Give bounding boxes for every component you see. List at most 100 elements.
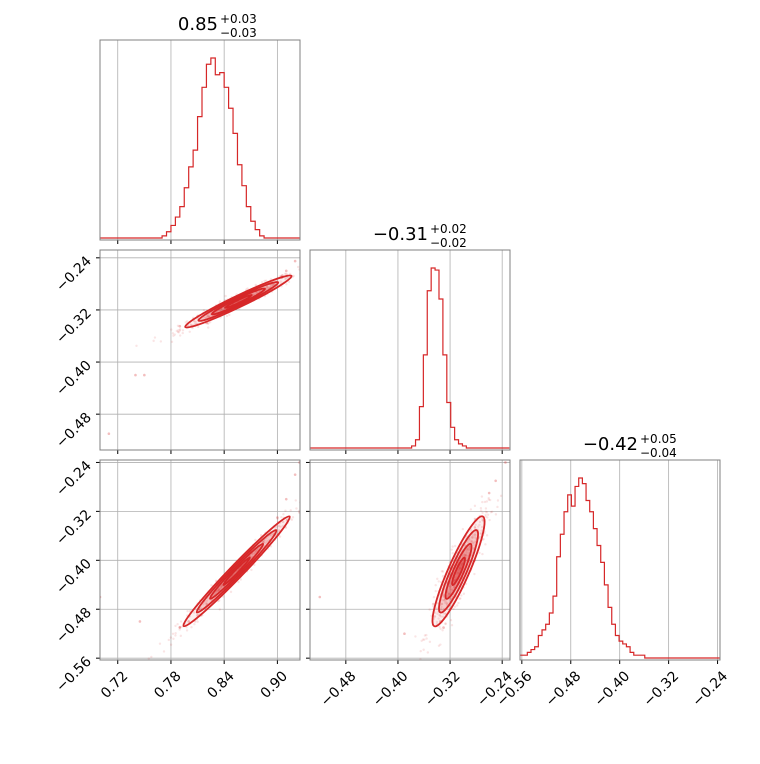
sample-point xyxy=(216,590,219,593)
sample-point xyxy=(285,519,288,522)
sample-point xyxy=(266,287,269,290)
sample-point xyxy=(218,599,221,602)
sample-point xyxy=(447,593,450,596)
sample-point xyxy=(172,334,175,337)
sample-point xyxy=(261,540,265,544)
sample-point xyxy=(462,553,466,556)
sample-point xyxy=(460,561,463,565)
sample-point xyxy=(207,314,211,318)
sample-point xyxy=(253,563,256,567)
sample-point xyxy=(229,590,233,594)
sample-point xyxy=(441,629,444,632)
sample-point xyxy=(304,498,306,500)
sample-point xyxy=(184,321,187,324)
sample-point xyxy=(207,321,210,325)
sample-point xyxy=(441,595,445,598)
sample-point xyxy=(259,533,263,537)
sample-point xyxy=(193,320,196,323)
tail-point-7 xyxy=(293,259,297,263)
sample-point xyxy=(266,540,269,543)
sample-point xyxy=(301,499,303,501)
title-value-1: −0.31 xyxy=(373,224,428,245)
sample-point xyxy=(206,322,210,326)
sample-point xyxy=(468,544,472,547)
sample-point xyxy=(275,525,279,528)
sample-point xyxy=(305,498,307,500)
sample-point xyxy=(228,313,231,317)
sample-point xyxy=(254,550,258,553)
sample-point xyxy=(435,620,439,624)
sample-point xyxy=(485,534,489,537)
sample-point xyxy=(463,554,467,557)
sample-point xyxy=(443,599,446,602)
sample-point xyxy=(174,632,177,635)
sc-1-xtick-label-2: 0.84 xyxy=(204,668,237,701)
sample-point xyxy=(449,585,452,588)
sample-point xyxy=(179,620,183,623)
sample-point xyxy=(428,608,431,611)
sample-point xyxy=(482,538,485,541)
sample-point xyxy=(159,340,163,343)
sample-point xyxy=(473,525,477,529)
sample-point xyxy=(473,533,477,536)
sc-0-ytick-label-0: −0.48 xyxy=(53,410,95,452)
sample-point xyxy=(478,535,482,539)
sample-point xyxy=(208,315,212,318)
sample-point xyxy=(436,577,439,581)
title-value-0: 0.85 xyxy=(178,14,218,35)
sample-point xyxy=(481,552,484,556)
histogram-frame-2 xyxy=(519,459,721,661)
sample-point xyxy=(135,344,138,348)
sample-point xyxy=(276,517,279,521)
sample-point xyxy=(466,541,469,544)
scatter-panel-2: −0.48 −0.40 −0.32 −0.24 xyxy=(306,459,516,710)
sample-point xyxy=(263,279,266,283)
sample-point xyxy=(172,637,175,640)
sample-point xyxy=(302,507,304,509)
sample-point xyxy=(199,606,202,610)
sample-point xyxy=(479,509,483,512)
sample-point xyxy=(496,499,500,502)
sample-point xyxy=(178,626,181,629)
sample-point xyxy=(481,511,484,515)
sample-point xyxy=(270,534,273,537)
sample-point xyxy=(479,532,482,535)
sample-point xyxy=(456,571,460,575)
sample-point xyxy=(206,315,209,319)
sample-point xyxy=(440,570,444,573)
sample-point xyxy=(218,588,221,591)
sample-point xyxy=(417,670,419,672)
sample-point xyxy=(272,282,276,286)
sample-point xyxy=(450,548,453,551)
sample-point xyxy=(440,602,444,605)
sample-point xyxy=(209,321,212,324)
sc-1-xtick-label-1: 0.78 xyxy=(151,668,184,701)
sample-point xyxy=(458,567,462,571)
contour-level-3 xyxy=(224,294,253,309)
sample-point xyxy=(285,283,288,286)
sample-point xyxy=(218,587,221,591)
sample-point xyxy=(422,648,425,651)
title-upper-error-0: +0.03 xyxy=(220,12,257,26)
sample-point xyxy=(423,638,426,641)
sample-point xyxy=(449,588,453,592)
sample-point xyxy=(195,320,198,324)
sample-point xyxy=(178,628,181,631)
sample-point xyxy=(436,612,439,616)
sample-point xyxy=(328,472,330,474)
scatter-frame-1 xyxy=(99,459,301,661)
sample-point xyxy=(277,524,280,527)
sample-point xyxy=(450,588,454,591)
sample-point xyxy=(420,639,423,643)
sample-point xyxy=(290,518,294,521)
sample-point xyxy=(414,635,417,638)
sample-point xyxy=(216,589,220,592)
sample-point xyxy=(317,269,319,271)
sample-point xyxy=(220,584,223,587)
sample-point xyxy=(196,620,199,623)
sample-point xyxy=(466,547,469,550)
sample-point xyxy=(467,548,470,552)
sample-point xyxy=(169,643,173,646)
sample-point xyxy=(176,330,180,334)
